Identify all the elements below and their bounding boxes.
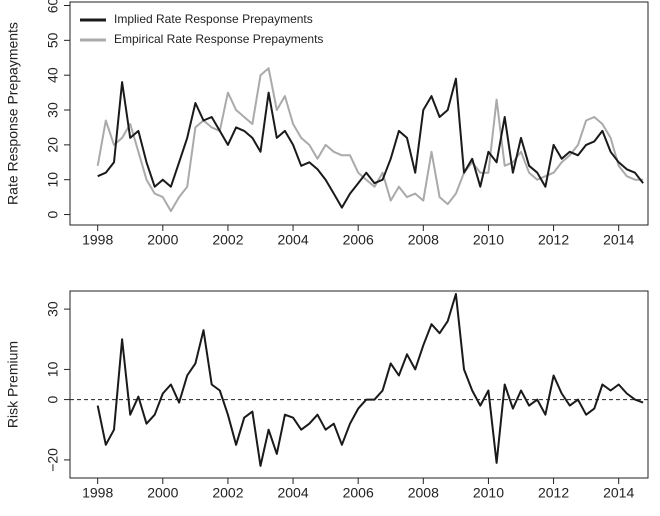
x-tick-label: 2000 [147, 232, 178, 248]
x-tick-label: 1998 [82, 232, 113, 248]
x-tick-label: 2008 [408, 485, 439, 501]
y-tick-label: 40 [45, 67, 61, 83]
x-tick-label: 2000 [147, 485, 178, 501]
legend-label: Implied Rate Response Prepayments [114, 12, 313, 26]
y-axis-label: Rate Response Prepayments [5, 22, 21, 205]
x-tick-label: 2006 [343, 232, 374, 248]
x-tick-label: 2014 [603, 232, 634, 248]
x-tick-label: 2008 [408, 232, 439, 248]
legend-label: Empirical Rate Response Prepayments [114, 32, 323, 46]
data-line [96, 293, 644, 467]
plot-box [69, 290, 649, 479]
y-tick-label: −20 [45, 448, 61, 472]
y-tick-label: 10 [45, 172, 61, 188]
y-tick-label: 30 [45, 301, 61, 317]
y-tick-label: 0 [45, 210, 61, 218]
x-tick-label: 2002 [212, 232, 243, 248]
y-tick-label: 30 [45, 102, 61, 118]
x-tick-label: 2012 [538, 232, 569, 248]
x-tick-label: 1998 [82, 485, 113, 501]
y-tick-label: 60 [45, 0, 61, 13]
x-tick-label: 2004 [277, 232, 308, 248]
y-tick-label: 20 [45, 137, 61, 153]
x-tick-label: 2006 [343, 485, 374, 501]
y-tick-label: 50 [45, 32, 61, 48]
data-line [96, 67, 644, 213]
y-tick-label: 0 [45, 395, 61, 403]
y-tick-label: 10 [45, 361, 61, 377]
data-line [97, 77, 644, 209]
y-axis-label: Risk Premium [5, 341, 21, 428]
x-tick-label: 2014 [603, 485, 634, 501]
plot-box [69, 1, 649, 226]
x-tick-label: 2010 [473, 485, 504, 501]
x-tick-label: 2004 [277, 485, 308, 501]
x-tick-label: 2012 [538, 485, 569, 501]
x-tick-label: 2010 [473, 232, 504, 248]
x-tick-label: 2002 [212, 485, 243, 501]
